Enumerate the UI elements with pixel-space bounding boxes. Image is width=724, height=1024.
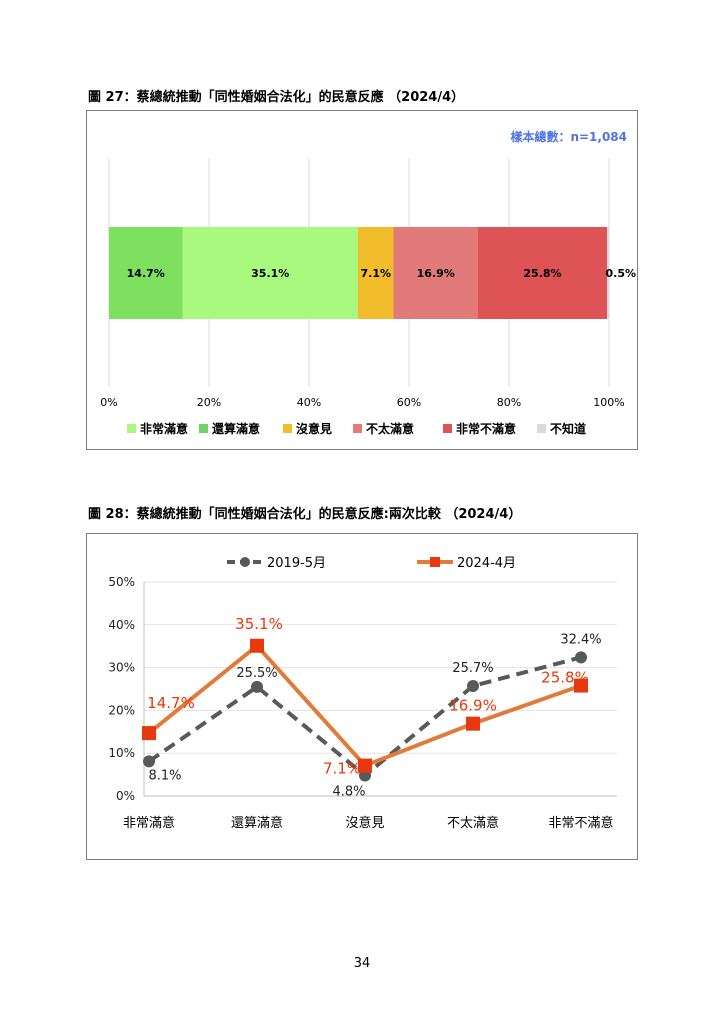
legend-label-2019: 2019-5月: [267, 556, 326, 571]
legend-label: 非常不滿意: [456, 421, 516, 436]
y-tick-label: 0%: [116, 789, 135, 803]
bar-chart-axis-ticks: 0% 20% 40% 60% 80% 100%: [100, 396, 624, 409]
legend-swatch: [199, 424, 208, 433]
bar-axis-tick-label: 60%: [397, 396, 421, 409]
bar-chart-legend: 非常滿意 還算滿意 沒意見 不太滿意 非常不滿意 不知道: [127, 421, 586, 436]
bar-segment: [109, 227, 183, 319]
x-tick-label: 非常不滿意: [548, 815, 613, 831]
legend-marker-2019: [240, 557, 250, 567]
x-tick-label: 還算滿意: [231, 815, 283, 831]
bar-axis-tick-label: 80%: [497, 396, 521, 409]
figure-28-title: 圖 28：蔡總統推動「同性婚姻合法化」的民意反應:兩次比較 （2024/4）: [88, 507, 522, 522]
bar-segment-label: 35.1%: [251, 267, 289, 280]
legend-label-2024: 2024-4月: [457, 556, 516, 571]
series-label-2019: 4.8%: [332, 784, 365, 799]
series-point-2024: [250, 638, 264, 653]
line-chart-x-ticks: 非常滿意 還算滿意 沒意見 不太滿意 非常不滿意: [123, 815, 614, 831]
bar-segment-label: 16.9%: [417, 267, 455, 280]
bar-axis-tick-label: 20%: [197, 396, 221, 409]
y-tick-label: 50%: [108, 575, 135, 589]
legend-marker-2024: [430, 557, 440, 567]
legend-swatch: [537, 424, 546, 433]
line-chart-y-ticks: 0% 10% 20% 30% 40% 50%: [108, 575, 135, 803]
bar-axis-tick-label: 100%: [593, 396, 624, 409]
bar-segment: [607, 227, 610, 319]
x-tick-label: 非常滿意: [123, 815, 175, 831]
legend-label: 不太滿意: [366, 421, 414, 436]
bar-segment-label: 14.7%: [127, 267, 165, 280]
series-point-2024: [574, 678, 588, 693]
series-label-2019: 25.5%: [236, 666, 277, 681]
bar-segment-label: 7.1%: [360, 267, 391, 280]
x-tick-label: 沒意見: [345, 815, 384, 831]
series-label-2024: 25.8%: [541, 669, 589, 687]
bar-axis-tick-label: 0%: [100, 396, 117, 409]
legend-label: 不知道: [550, 421, 586, 436]
series-point-2024: [466, 716, 480, 731]
series-point-2019: [467, 680, 479, 693]
legend-swatch: [353, 424, 362, 433]
series-label-2019: 25.7%: [452, 661, 493, 676]
legend-label: 沒意見: [296, 421, 332, 436]
line-chart-legend: 2019-5月 2024-4月: [227, 556, 516, 571]
bar-segment-label: 25.8%: [523, 267, 561, 280]
series-label-2019: 8.1%: [148, 768, 181, 783]
series-label-2019: 32.4%: [560, 632, 601, 647]
figure-27-title: 圖 27：蔡總統推動「同性婚姻合法化」的民意反應 （2024/4）: [88, 90, 465, 105]
line-comparison-chart: 2019-5月 2024-4月 0% 10% 20% 30% 40% 50% 非常滿意 還算滿…: [108, 556, 617, 831]
page-number: 34: [353, 956, 371, 971]
figure-27-frame: 樣本總數：n=1,084 14.7% 35.1% 7.1% 16.9% 25.8% 0.5…: [86, 110, 638, 450]
bar-segment: [358, 227, 394, 319]
series-point-2024: [358, 758, 372, 773]
legend-swatch: [283, 424, 292, 433]
y-tick-label: 20%: [108, 703, 135, 717]
bar-segment: [182, 227, 358, 319]
series-line-2019: [147, 655, 582, 779]
legend-label: 還算滿意: [212, 421, 260, 436]
y-tick-label: 40%: [108, 618, 135, 632]
legend-label: 非常滿意: [140, 421, 188, 436]
series-label-2024: 7.1%: [323, 760, 361, 778]
legend-swatch: [443, 424, 452, 433]
series-point-2019: [143, 755, 155, 768]
figure-28-frame: 2019-5月 2024-4月 0% 10% 20% 30% 40% 50% 非常滿意 還算滿…: [86, 533, 638, 860]
series-point-2019: [575, 651, 587, 664]
y-tick-label: 10%: [108, 746, 135, 760]
y-tick-label: 30%: [108, 661, 135, 675]
bar-segment-label: 0.5%: [606, 267, 637, 280]
series-line-2024: [147, 643, 582, 768]
bar-chart-segments: 14.7% 35.1% 7.1% 16.9% 25.8% 0.5%: [109, 227, 636, 319]
line-chart-series: 8.1% 25.5% 4.8% 25.7% 32.4% 14.7% 35.1% 7.1% 16.…: [142, 615, 602, 799]
series-point-2019: [251, 680, 263, 693]
series-label-2024: 16.9%: [449, 697, 497, 715]
bar-segment: [478, 227, 607, 319]
sample-size-note: 樣本總數：n=1,084: [510, 129, 627, 144]
bar-segment: [393, 227, 478, 319]
series-label-2024: 35.1%: [235, 615, 283, 633]
series-label-2024: 14.7%: [147, 694, 195, 712]
x-tick-label: 不太滿意: [447, 815, 499, 831]
stacked-bar-chart: 樣本總數：n=1,084 14.7% 35.1% 7.1% 16.9% 25.8% 0.5…: [100, 129, 636, 436]
legend-swatch: [127, 424, 136, 433]
series-point-2024: [142, 726, 156, 741]
bar-axis-tick-label: 40%: [297, 396, 321, 409]
